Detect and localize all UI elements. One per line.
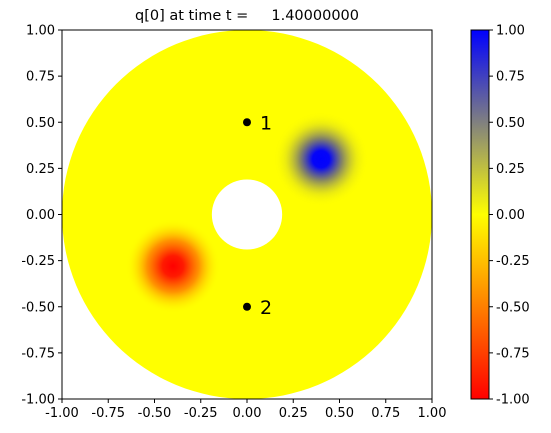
x-tick-label: 0.50 [325,406,354,421]
blue-blob [273,111,369,207]
colorbar: 1.00 0.75 0.50 0.25 0.00 -0.25 -0.50 -0.75 -1.00 [470,24,530,408]
y-tick-label: 0.50 [26,116,55,131]
y-tick-label: 1.00 [26,24,55,39]
x-axis: -1.00 -0.75 -0.50 -0.25 0.00 0.25 0.50 0.75 1.00 [45,399,446,421]
colorbar-tick-label: -0.50 [496,300,530,315]
y-tick-label: -0.75 [21,346,55,361]
x-tick-label: 0.25 [279,406,308,421]
colorbar-gradient [470,29,490,400]
gauge-markers: 12 [243,112,272,319]
x-tick-label: 1.00 [418,406,447,421]
colorbar-tick-label: 0.25 [496,162,525,177]
colorbar-tick-label: 0.75 [496,70,525,85]
y-tick-label: 0.25 [26,162,55,177]
colorbar-tick-label: -1.00 [496,393,530,408]
colorbar-tick-label: 1.00 [496,24,525,39]
y-tick-label: 0.75 [26,70,55,85]
colorbar-tick-label: 0.00 [496,208,525,223]
x-tick-label: -1.00 [45,406,79,421]
y-axis: -1.00 -0.75 -0.50 -0.25 0.00 0.25 0.50 0.75 1.00 [21,24,62,408]
gauge-label: 1 [260,112,272,134]
x-tick-label: -0.25 [184,406,218,421]
x-tick-label: 0.00 [233,406,262,421]
x-tick-label: 0.75 [371,406,400,421]
y-tick-label: -0.25 [21,254,55,269]
plot-area [62,30,432,399]
y-tick-label: -1.00 [21,393,55,408]
gauge-point [243,118,251,127]
gauge-point [243,302,251,311]
colorbar-tick-label: 0.50 [496,116,525,131]
x-tick-label: -0.50 [138,406,172,421]
colorbar-tick-label: -0.25 [496,254,530,269]
inner-hole [211,179,283,250]
chart-title: q[0] at time t = 1.40000000 [135,8,359,24]
y-tick-label: -0.50 [21,300,55,315]
colorbar-tick-label: -0.75 [496,346,530,361]
x-tick-label: -0.75 [91,406,125,421]
gauge-label: 2 [260,297,272,319]
y-tick-label: 0.00 [26,208,55,223]
red-blob [125,218,221,314]
